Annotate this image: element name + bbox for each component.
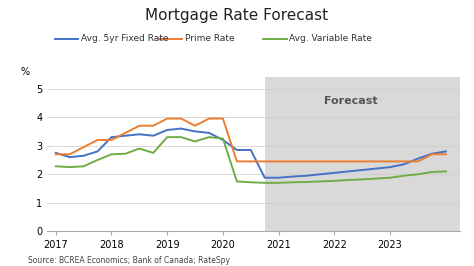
Prime Rate: [429, 153, 435, 156]
Prime Rate: [206, 117, 212, 120]
Avg. Variable Rate: [220, 137, 226, 140]
Avg. 5yr Fixed Rate: [95, 150, 100, 153]
Avg. Variable Rate: [304, 180, 310, 184]
Line: Prime Rate: Prime Rate: [56, 119, 446, 161]
Prime Rate: [192, 124, 198, 127]
Avg. Variable Rate: [276, 181, 282, 184]
Avg. Variable Rate: [331, 179, 337, 182]
Avg. 5yr Fixed Rate: [206, 131, 212, 134]
Prime Rate: [318, 160, 323, 163]
Avg. Variable Rate: [206, 136, 212, 139]
Avg. 5yr Fixed Rate: [192, 130, 198, 133]
Avg. Variable Rate: [95, 158, 100, 161]
Text: Source: BCREA Economics; Bank of Canada; RateSpy: Source: BCREA Economics; Bank of Canada;…: [28, 256, 230, 265]
Avg. 5yr Fixed Rate: [387, 165, 393, 169]
Text: Forecast: Forecast: [324, 96, 378, 106]
Avg. 5yr Fixed Rate: [262, 176, 268, 179]
Avg. 5yr Fixed Rate: [164, 128, 170, 132]
Text: Mortgage Rate Forecast: Mortgage Rate Forecast: [146, 8, 328, 23]
Avg. Variable Rate: [415, 173, 421, 176]
Prime Rate: [123, 131, 128, 134]
Avg. Variable Rate: [387, 176, 393, 179]
Prime Rate: [53, 153, 59, 156]
Avg. Variable Rate: [429, 171, 435, 174]
Prime Rate: [415, 160, 421, 163]
Avg. Variable Rate: [192, 140, 198, 143]
Avg. 5yr Fixed Rate: [318, 173, 323, 176]
Prime Rate: [164, 117, 170, 120]
Avg. Variable Rate: [137, 147, 142, 150]
Avg. 5yr Fixed Rate: [178, 127, 184, 130]
Text: Avg. 5yr Fixed Rate: Avg. 5yr Fixed Rate: [81, 34, 168, 43]
Avg. 5yr Fixed Rate: [81, 154, 86, 157]
Bar: [265, 77, 460, 231]
Text: Avg. Variable Rate: Avg. Variable Rate: [289, 34, 372, 43]
Avg. 5yr Fixed Rate: [220, 138, 226, 142]
Prime Rate: [248, 160, 254, 163]
Prime Rate: [331, 160, 337, 163]
Prime Rate: [67, 153, 73, 156]
Line: Avg. 5yr Fixed Rate: Avg. 5yr Fixed Rate: [56, 128, 446, 178]
Prime Rate: [234, 160, 240, 163]
Avg. Variable Rate: [109, 153, 114, 156]
Avg. 5yr Fixed Rate: [53, 151, 59, 155]
Avg. Variable Rate: [443, 170, 449, 173]
Text: %: %: [20, 67, 30, 77]
Avg. Variable Rate: [81, 165, 86, 168]
Prime Rate: [220, 117, 226, 120]
Avg. 5yr Fixed Rate: [304, 174, 310, 177]
Prime Rate: [262, 160, 268, 163]
Avg. 5yr Fixed Rate: [150, 134, 156, 137]
Avg. Variable Rate: [401, 174, 407, 177]
Line: Avg. Variable Rate: Avg. Variable Rate: [56, 137, 446, 183]
Avg. 5yr Fixed Rate: [137, 133, 142, 136]
Avg. 5yr Fixed Rate: [346, 170, 351, 173]
Avg. Variable Rate: [164, 136, 170, 139]
Avg. Variable Rate: [150, 151, 156, 155]
Prime Rate: [359, 160, 365, 163]
Avg. 5yr Fixed Rate: [443, 150, 449, 153]
Avg. Variable Rate: [248, 181, 254, 184]
Avg. Variable Rate: [53, 165, 59, 168]
Avg. 5yr Fixed Rate: [290, 175, 295, 178]
Avg. Variable Rate: [290, 181, 295, 184]
Avg. Variable Rate: [178, 136, 184, 139]
Avg. Variable Rate: [234, 180, 240, 183]
Avg. 5yr Fixed Rate: [276, 176, 282, 179]
Avg. 5yr Fixed Rate: [123, 134, 128, 137]
Prime Rate: [346, 160, 351, 163]
Prime Rate: [304, 160, 310, 163]
Avg. Variable Rate: [318, 180, 323, 183]
Prime Rate: [276, 160, 282, 163]
Prime Rate: [401, 160, 407, 163]
Prime Rate: [290, 160, 295, 163]
Prime Rate: [387, 160, 393, 163]
Avg. Variable Rate: [359, 178, 365, 181]
Avg. 5yr Fixed Rate: [415, 157, 421, 160]
Avg. Variable Rate: [374, 177, 379, 180]
Avg. 5yr Fixed Rate: [429, 152, 435, 155]
Prime Rate: [178, 117, 184, 120]
Prime Rate: [150, 124, 156, 127]
Avg. Variable Rate: [262, 181, 268, 184]
Text: Prime Rate: Prime Rate: [185, 34, 235, 43]
Prime Rate: [443, 153, 449, 156]
Prime Rate: [81, 146, 86, 149]
Avg. Variable Rate: [67, 165, 73, 169]
Avg. Variable Rate: [123, 152, 128, 155]
Prime Rate: [109, 138, 114, 142]
Avg. 5yr Fixed Rate: [359, 168, 365, 172]
Prime Rate: [95, 138, 100, 142]
Avg. Variable Rate: [346, 178, 351, 182]
Prime Rate: [137, 124, 142, 127]
Avg. 5yr Fixed Rate: [248, 148, 254, 152]
Avg. 5yr Fixed Rate: [109, 136, 114, 139]
Avg. 5yr Fixed Rate: [401, 163, 407, 166]
Avg. 5yr Fixed Rate: [234, 148, 240, 152]
Avg. 5yr Fixed Rate: [331, 171, 337, 174]
Avg. 5yr Fixed Rate: [374, 167, 379, 170]
Prime Rate: [374, 160, 379, 163]
Avg. 5yr Fixed Rate: [67, 156, 73, 159]
